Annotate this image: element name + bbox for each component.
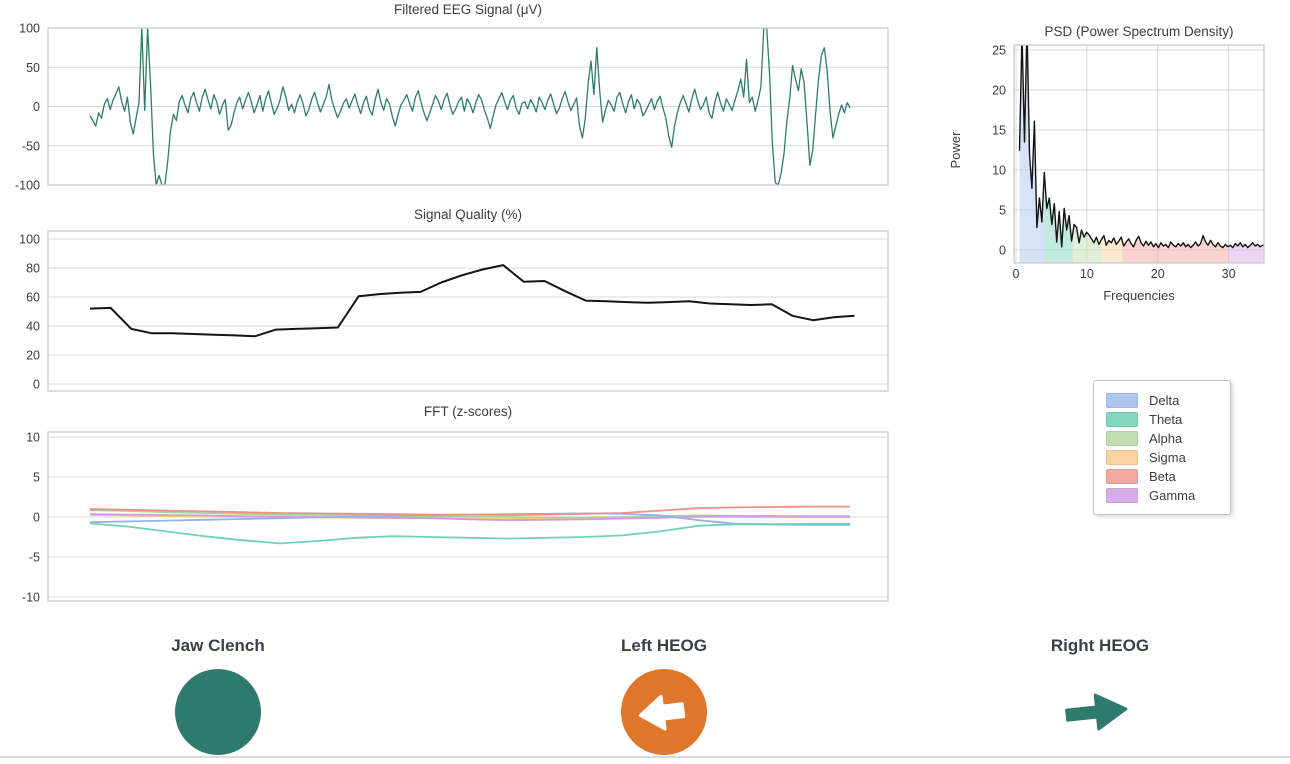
band-gamma — [1228, 242, 1264, 263]
y-tick-label: 0 — [33, 378, 40, 392]
band-legend: Delta Theta Alpha Sigma Beta Gamma — [1093, 380, 1231, 515]
x-tick-label: 0 — [1013, 267, 1020, 281]
y-tick-label: 50 — [26, 61, 40, 75]
x-tick-label: 10 — [1080, 267, 1094, 281]
legend-item-delta: Delta — [1106, 391, 1218, 409]
band-sigma — [1101, 235, 1123, 263]
y-tick-label: 0 — [33, 100, 40, 114]
legend-label: Gamma — [1149, 487, 1196, 503]
delta-swatch — [1106, 392, 1138, 408]
jaw-clench-label: Jaw Clench — [171, 636, 265, 655]
signal-quality-chart: 100 80 60 40 20 0 Signal Quality (%) — [19, 207, 889, 392]
series-gamma — [89, 513, 851, 522]
y-tick-label: 10 — [26, 431, 40, 445]
right-heog-arrow — [1065, 693, 1128, 731]
jaw-clench-circle-icon — [175, 669, 261, 755]
y-tick-label: -100 — [15, 179, 40, 193]
y-tick-label: 0 — [999, 244, 1006, 258]
sigma-swatch — [1106, 449, 1138, 465]
series-signal-quality — [89, 264, 855, 338]
chart-title: Signal Quality (%) — [414, 207, 522, 222]
plot-border — [47, 27, 889, 186]
y-tick-label: 100 — [19, 22, 40, 36]
y-tick-label: -5 — [29, 551, 40, 565]
legend-item-sigma: Sigma — [1106, 448, 1218, 466]
legend-item-gamma: Gamma — [1106, 486, 1218, 504]
y-tick-label: 15 — [992, 124, 1006, 138]
plot-border — [47, 230, 889, 392]
theta-swatch — [1106, 411, 1138, 427]
series-eeg — [89, 28, 851, 185]
fft-zscores-chart: 10 5 0 -5 -10 FFT (z-scores) — [22, 404, 889, 605]
y-tick-label: 5 — [999, 204, 1006, 218]
y-tick-label: 40 — [26, 320, 40, 334]
plot-border — [47, 431, 889, 602]
legend-label: Sigma — [1149, 449, 1186, 465]
jaw-clench-circle — [175, 669, 261, 755]
y-tick-label: 5 — [33, 471, 40, 485]
plot-border — [1013, 44, 1265, 264]
chart-title: Filtered EEG Signal (μV) — [394, 2, 542, 17]
gamma-swatch — [1106, 487, 1138, 503]
alpha-swatch — [1106, 430, 1138, 446]
legend-item-theta: Theta — [1106, 410, 1218, 428]
legend-label: Beta — [1149, 468, 1176, 484]
jaw-clench-indicator: Jaw Clench — [133, 636, 303, 756]
filtered-eeg-chart: 100 50 0 -50 -100 Filtered EEG Signal (μV) — [15, 2, 889, 193]
y-axis-label: Power — [948, 131, 963, 169]
bottom-divider — [0, 756, 1290, 758]
band-theta — [1044, 172, 1073, 263]
right-arrow-icon — [1065, 693, 1128, 731]
legend-item-alpha: Alpha — [1106, 429, 1218, 447]
legend-item-beta: Beta — [1106, 467, 1218, 485]
left-arrow-icon — [621, 669, 707, 755]
y-tick-label: 20 — [992, 84, 1006, 98]
y-tick-label: 25 — [992, 44, 1006, 58]
beta-swatch — [1106, 468, 1138, 484]
chart-title: PSD (Power Spectrum Density) — [1044, 24, 1233, 39]
band-beta — [1122, 235, 1229, 263]
left-heog-label: Left HEOG — [621, 636, 707, 655]
x-tick-label: 30 — [1222, 267, 1236, 281]
y-tick-label: 80 — [26, 262, 40, 276]
right-heog-label: Right HEOG — [1050, 636, 1150, 655]
right-heog-indicator: Right HEOG — [1015, 636, 1185, 756]
legend-label: Theta — [1149, 411, 1183, 427]
y-tick-label: -50 — [22, 139, 40, 153]
band-alpha — [1072, 224, 1101, 263]
y-tick-label: 100 — [19, 233, 40, 247]
psd-chart: 25 20 15 10 5 00 10 20 30 PSD (Power Spectrum Den… — [948, 24, 1265, 303]
y-tick-label: 10 — [992, 164, 1006, 178]
left-arrow-glyph — [638, 694, 686, 731]
series-theta — [89, 522, 851, 545]
x-axis-label: Frequencies — [1103, 288, 1175, 303]
series-psd — [1018, 45, 1264, 249]
series-beta — [89, 505, 851, 516]
chart-title: FFT (z-scores) — [424, 404, 512, 419]
y-tick-label: -10 — [22, 591, 40, 605]
y-tick-label: 20 — [26, 349, 40, 363]
x-tick-label: 20 — [1151, 267, 1165, 281]
legend-label: Alpha — [1149, 430, 1183, 446]
y-tick-label: 60 — [26, 291, 40, 305]
left-heog-indicator: Left HEOG — [579, 636, 749, 756]
legend-label: Delta — [1149, 392, 1180, 408]
y-tick-label: 0 — [33, 511, 40, 525]
